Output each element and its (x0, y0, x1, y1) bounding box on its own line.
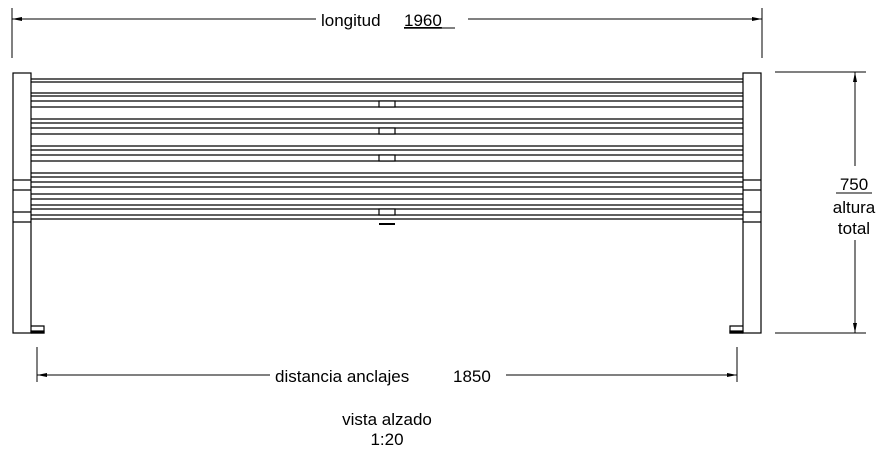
height-label-line1: altura (833, 198, 876, 217)
anchor-label: distancia anclajes (275, 367, 409, 386)
right-leg (742, 72, 762, 334)
length-label: longitud (321, 11, 381, 30)
anchor-dimension (36, 347, 738, 382)
length-arrow-right (752, 17, 762, 21)
left-leg (12, 72, 32, 334)
height-arrow-top (853, 72, 857, 82)
anchor-value: 1850 (453, 367, 491, 386)
bench (12, 72, 762, 334)
anchor-arrow-right (727, 373, 737, 377)
length-value: 1960 (404, 11, 442, 30)
length-dimension (11, 8, 763, 58)
height-dimension (775, 71, 866, 334)
height-label-line2: total (838, 219, 870, 238)
length-arrow-left (12, 17, 22, 21)
height-value: 750 (840, 175, 868, 194)
view-scale: 1:20 (370, 430, 403, 449)
anchor-arrow-left (37, 373, 47, 377)
central-brackets (378, 100, 396, 225)
backrest-slats (31, 78, 743, 162)
view-title: vista alzado (342, 410, 432, 429)
height-arrow-bottom (853, 323, 857, 333)
